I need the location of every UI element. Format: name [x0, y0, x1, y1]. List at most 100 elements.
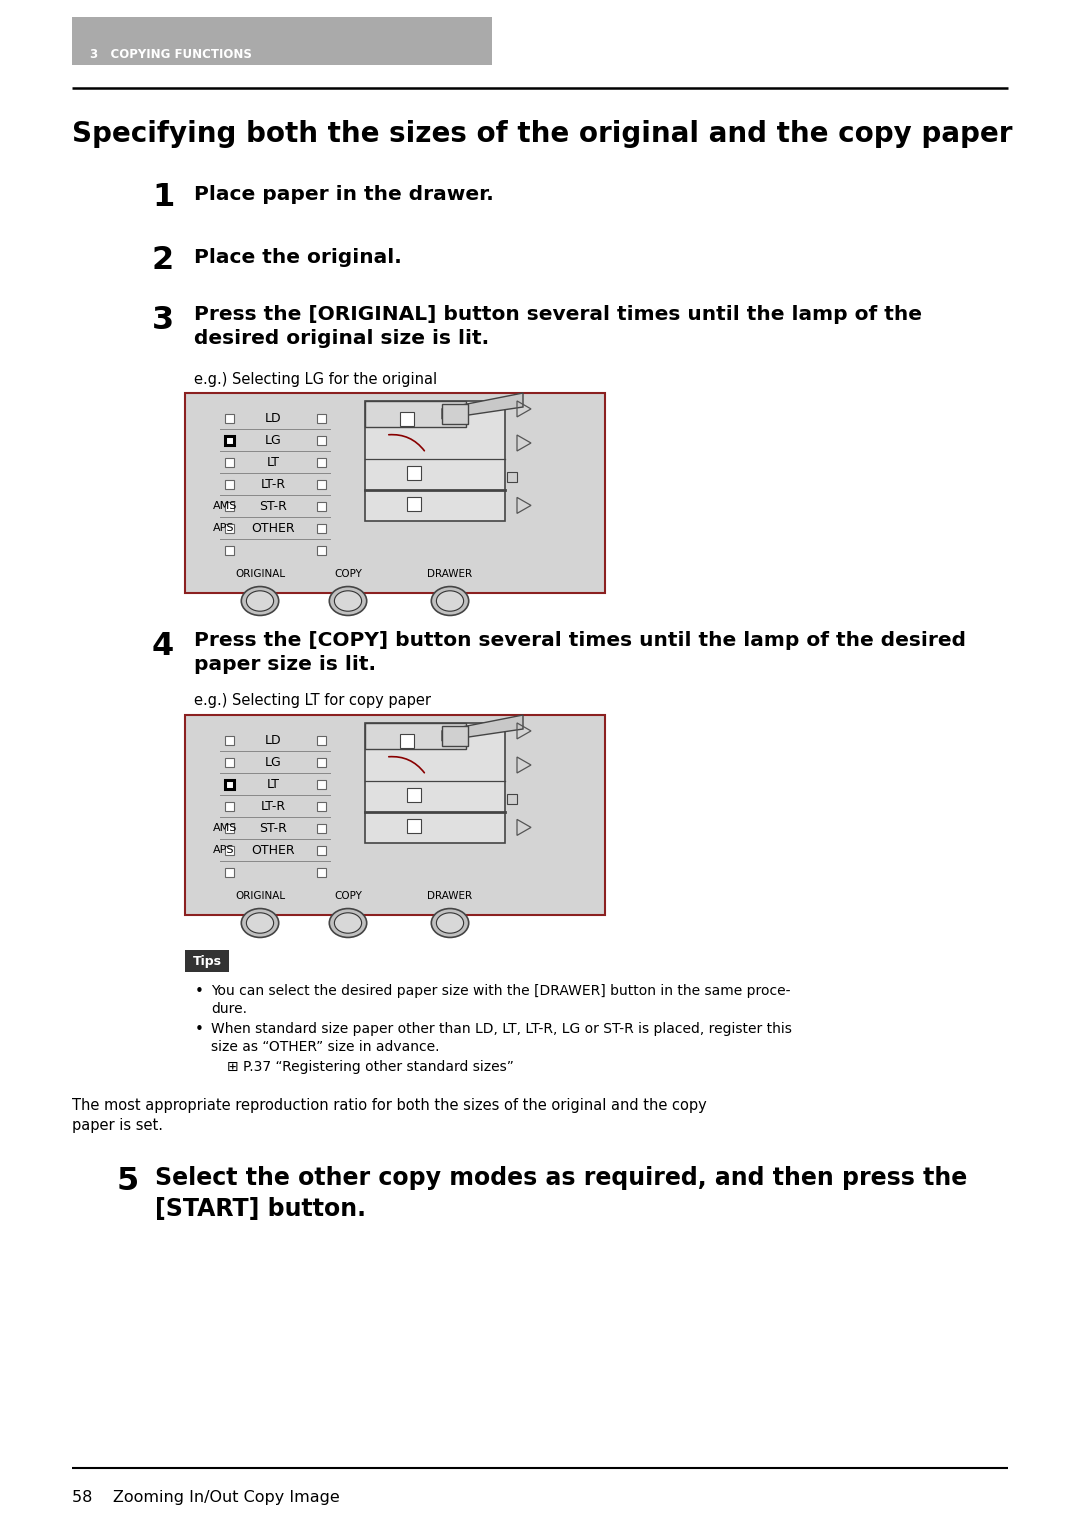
Bar — [318, 502, 326, 511]
Bar — [318, 824, 326, 833]
Text: LD: LD — [265, 412, 281, 424]
Bar — [442, 404, 468, 424]
Bar — [225, 435, 234, 444]
Text: e.g.) Selecting LT for copy paper: e.g.) Selecting LT for copy paper — [194, 693, 431, 708]
Bar — [318, 757, 326, 766]
Bar — [225, 801, 234, 810]
Bar — [72, 17, 492, 66]
Bar — [185, 951, 229, 972]
Text: Select the other copy modes as required, and then press the
[START] button.: Select the other copy modes as required,… — [156, 1166, 968, 1221]
Bar — [365, 723, 505, 842]
Text: APS: APS — [213, 845, 234, 855]
Bar — [185, 716, 605, 916]
Text: 58    Zooming In/Out Copy Image: 58 Zooming In/Out Copy Image — [72, 1489, 340, 1505]
Text: LT-R: LT-R — [260, 800, 285, 812]
Bar — [225, 736, 234, 745]
Bar — [318, 801, 326, 810]
Text: The most appropriate reproduction ratio for both the sizes of the original and t: The most appropriate reproduction ratio … — [72, 1099, 706, 1132]
Bar — [225, 867, 234, 876]
Ellipse shape — [241, 586, 279, 615]
Bar — [318, 867, 326, 876]
Text: You can select the desired paper size with the [DRAWER] button in the same proce: You can select the desired paper size wi… — [211, 984, 791, 1016]
Ellipse shape — [436, 591, 463, 612]
Polygon shape — [442, 394, 523, 420]
Text: 5: 5 — [117, 1166, 139, 1196]
Bar — [318, 545, 326, 554]
Bar — [407, 819, 421, 833]
Text: ST-R: ST-R — [259, 821, 287, 835]
Text: 3: 3 — [152, 305, 174, 336]
Bar — [407, 497, 421, 511]
Ellipse shape — [335, 591, 362, 612]
Ellipse shape — [246, 591, 273, 612]
Bar — [365, 723, 465, 749]
Ellipse shape — [436, 913, 463, 934]
Ellipse shape — [329, 908, 367, 937]
Polygon shape — [442, 716, 523, 742]
Text: Place paper in the drawer.: Place paper in the drawer. — [194, 185, 494, 204]
Bar — [318, 845, 326, 855]
Bar — [318, 523, 326, 533]
Text: COPY: COPY — [334, 891, 362, 900]
Bar — [407, 787, 421, 801]
Text: OTHER: OTHER — [252, 522, 295, 534]
Text: 4: 4 — [152, 630, 174, 662]
Text: ORIGINAL: ORIGINAL — [235, 569, 285, 578]
Bar — [318, 414, 326, 423]
Text: ORIGINAL: ORIGINAL — [235, 891, 285, 900]
Text: COPY: COPY — [334, 569, 362, 578]
Text: Press the [COPY] button several times until the lamp of the desired
paper size i: Press the [COPY] button several times un… — [194, 630, 966, 674]
Text: AMS: AMS — [213, 501, 238, 511]
Ellipse shape — [431, 908, 469, 937]
Text: ⊞ P.37 “Registering other standard sizes”: ⊞ P.37 “Registering other standard sizes… — [227, 1061, 514, 1074]
Bar — [225, 824, 234, 833]
Bar — [318, 435, 326, 444]
Bar — [318, 479, 326, 488]
Text: •: • — [195, 1022, 204, 1038]
Text: APS: APS — [213, 523, 234, 533]
Bar — [225, 757, 234, 766]
Bar — [365, 401, 465, 427]
Text: LT: LT — [267, 455, 280, 468]
Bar — [225, 502, 234, 511]
Text: 2: 2 — [152, 246, 174, 276]
Text: LG: LG — [265, 433, 282, 447]
Text: DRAWER: DRAWER — [428, 891, 473, 900]
Bar — [442, 726, 468, 746]
Text: AMS: AMS — [213, 823, 238, 833]
Bar — [318, 458, 326, 467]
Bar — [225, 523, 234, 533]
Bar — [318, 736, 326, 745]
Bar — [318, 780, 326, 789]
Ellipse shape — [335, 913, 362, 934]
Bar — [225, 780, 234, 789]
Bar — [365, 401, 505, 520]
Text: e.g.) Selecting LG for the original: e.g.) Selecting LG for the original — [194, 372, 437, 388]
Text: 1: 1 — [152, 182, 174, 214]
Bar — [225, 845, 234, 855]
Text: 3   COPYING FUNCTIONS: 3 COPYING FUNCTIONS — [90, 47, 252, 61]
Bar — [185, 394, 605, 594]
Text: DRAWER: DRAWER — [428, 569, 473, 578]
Text: LD: LD — [265, 734, 281, 746]
Bar — [407, 465, 421, 479]
Bar — [225, 458, 234, 467]
Bar — [225, 479, 234, 488]
Text: Press the [ORIGINAL] button several times until the lamp of the
desired original: Press the [ORIGINAL] button several time… — [194, 305, 922, 348]
Bar — [400, 412, 414, 426]
Text: Place the original.: Place the original. — [194, 249, 402, 267]
Bar — [507, 794, 517, 804]
Text: When standard size paper other than LD, LT, LT-R, LG or ST-R is placed, register: When standard size paper other than LD, … — [211, 1022, 792, 1054]
Bar — [507, 472, 517, 482]
Bar — [225, 545, 234, 554]
Bar — [225, 414, 234, 423]
Ellipse shape — [246, 913, 273, 934]
Ellipse shape — [431, 586, 469, 615]
Text: ST-R: ST-R — [259, 499, 287, 513]
Ellipse shape — [241, 908, 279, 937]
Ellipse shape — [329, 586, 367, 615]
Text: LG: LG — [265, 755, 282, 769]
Text: Tips: Tips — [192, 954, 221, 967]
Text: •: • — [195, 984, 204, 1000]
Text: Specifying both the sizes of the original and the copy paper: Specifying both the sizes of the origina… — [72, 121, 1013, 148]
